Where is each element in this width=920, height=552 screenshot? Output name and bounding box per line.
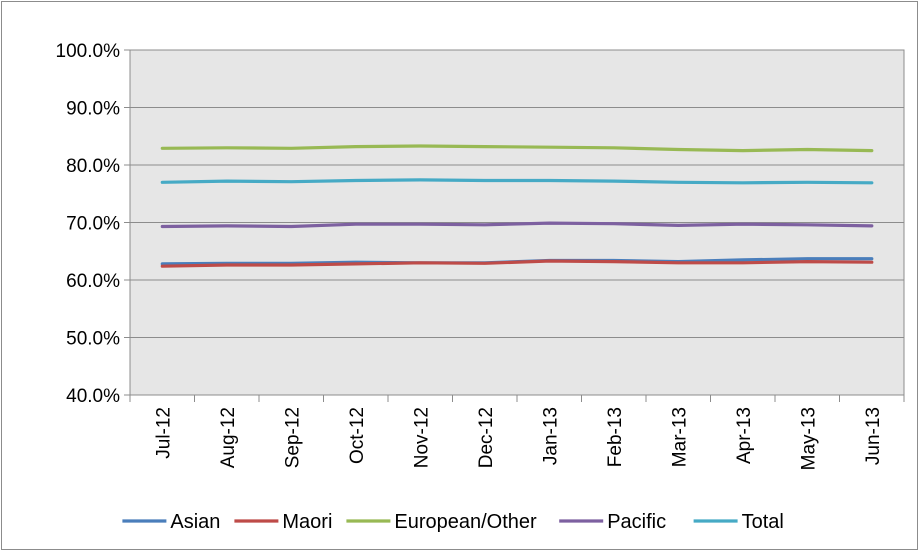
x-tick-label: Oct-12 [347, 407, 368, 464]
y-tick-label: 70.0% [66, 214, 120, 235]
y-tick-label: 90.0% [66, 99, 120, 120]
series-line [160, 144, 874, 153]
x-tick-label: Jan-13 [540, 407, 561, 465]
x-tick-label: Nov-12 [411, 407, 432, 468]
legend-label: Maori [282, 511, 332, 533]
y-tick-label: 80.0% [66, 156, 120, 177]
x-tick-label: Sep-12 [282, 407, 303, 468]
series-line [160, 259, 874, 268]
x-tick-label: Jun-13 [863, 407, 884, 465]
legend-label: Asian [170, 511, 220, 533]
x-tick-label: Dec-12 [476, 407, 497, 468]
y-tick-label: 100.0% [56, 41, 121, 62]
legend-label: European/Other [394, 511, 537, 533]
y-tick-label: 40.0% [66, 386, 120, 407]
x-tick-label: Mar-13 [669, 407, 690, 467]
legend-label: Pacific [607, 511, 666, 533]
x-tick-label: Apr-13 [734, 407, 755, 464]
legend-label: Total [742, 511, 784, 533]
x-tick-label: Feb-13 [605, 407, 626, 467]
series-line [160, 178, 874, 185]
y-tick-label: 50.0% [66, 329, 120, 350]
series-line [160, 221, 874, 229]
x-tick-label: Jul-12 [153, 407, 174, 459]
x-tick-label: May-13 [798, 407, 819, 470]
y-tick-label: 60.0% [66, 271, 120, 292]
x-tick-label: Aug-12 [218, 407, 239, 468]
